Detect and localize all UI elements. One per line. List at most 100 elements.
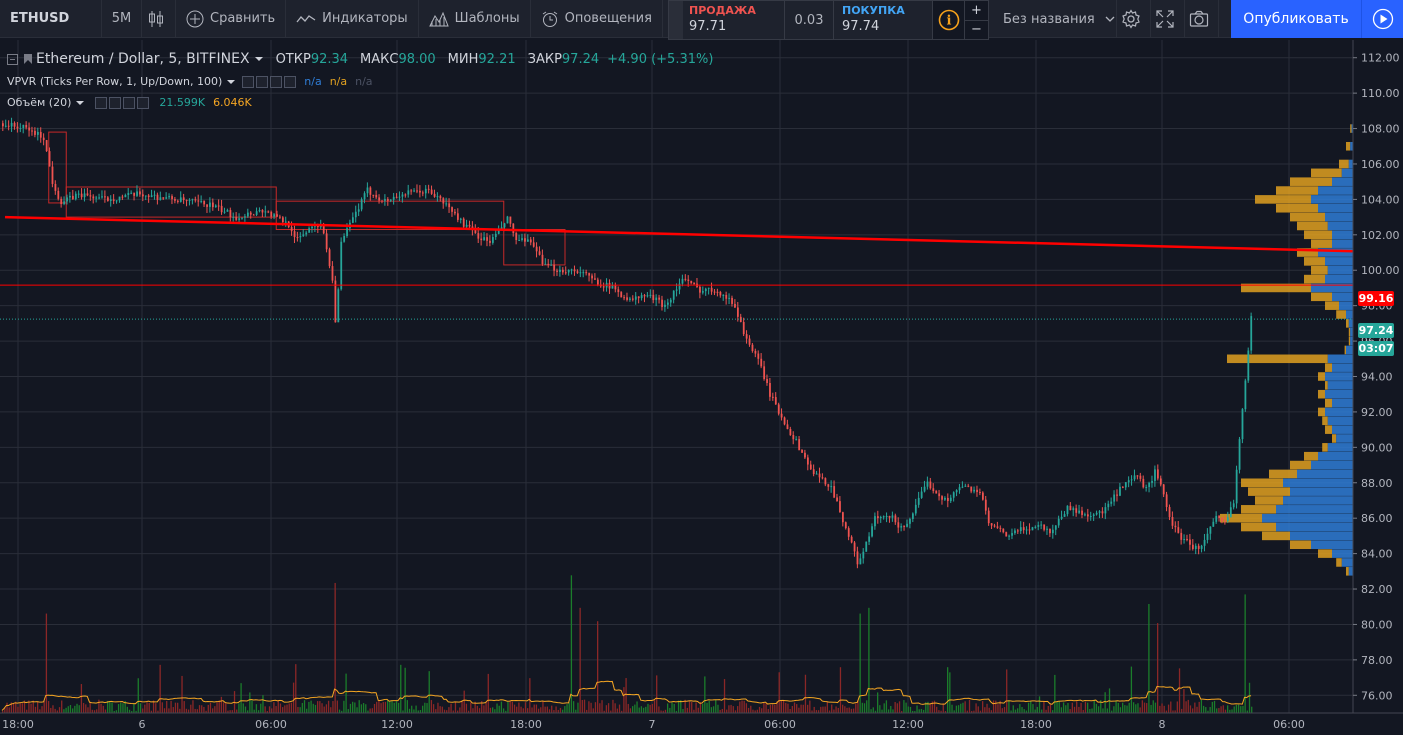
candle-body [614, 285, 617, 290]
volume-bar [352, 701, 354, 713]
candle-body [1040, 524, 1043, 526]
low-label: МИН [447, 51, 479, 67]
fullscreen-button[interactable] [1151, 0, 1185, 38]
candle-body [1089, 516, 1092, 518]
volume-bar [461, 700, 463, 713]
chart-area[interactable]: 76.00 78.00 80.00 82.00 84.00 86.00 88.00 90.00… [0, 40, 1403, 735]
volume-bar [719, 709, 721, 713]
volume-bar [555, 706, 557, 713]
candle-body [847, 528, 850, 537]
candle-body [594, 278, 596, 280]
play-button[interactable] [1361, 0, 1403, 38]
volume-bar [828, 710, 831, 713]
volume-title[interactable]: Объём (20) [7, 96, 72, 109]
vp-row-down [1241, 478, 1283, 488]
volume-bar [268, 706, 271, 713]
candle-body [1192, 544, 1194, 549]
alerts-button[interactable]: Оповещения [531, 0, 663, 38]
candle-body [1165, 494, 1168, 508]
candle-body [693, 283, 696, 285]
plus-icon[interactable] [123, 96, 136, 109]
close-icon[interactable] [137, 96, 150, 109]
increase-button[interactable]: + [971, 2, 982, 18]
candle-body [416, 190, 418, 192]
time-tick-label: 06:00 [1273, 718, 1305, 731]
vp-row-up [1348, 159, 1353, 169]
candle-body [597, 279, 599, 285]
candle-body [115, 200, 118, 202]
candle-body [961, 486, 964, 488]
vp-row-down [1269, 469, 1297, 479]
volume-bar [100, 703, 102, 713]
compare-button[interactable]: Сравнить [176, 0, 287, 38]
volume-bar [360, 704, 363, 713]
caret-down-icon[interactable] [226, 78, 236, 86]
caret-down-icon[interactable] [75, 99, 85, 107]
vp-row-up [1318, 203, 1353, 213]
volume-bar [161, 702, 163, 713]
candle-body [357, 209, 360, 212]
volume-bar [111, 702, 113, 713]
decrease-button[interactable]: − [965, 19, 988, 40]
candle-body [713, 291, 716, 293]
series-title[interactable]: Ethereum / Dollar, 5, BITFINEX [36, 51, 250, 67]
volume-bar [702, 703, 704, 713]
gear-icon[interactable] [256, 75, 269, 88]
volume-bar [120, 702, 122, 713]
info-button[interactable]: i [932, 1, 964, 39]
volume-bar [273, 702, 275, 713]
layout-name-selector[interactable]: Без названия [989, 0, 1117, 38]
gear-icon[interactable] [109, 96, 122, 109]
indicators-button[interactable]: Индикаторы [286, 0, 419, 38]
eye-icon[interactable] [95, 96, 108, 109]
collapse-legend-icon[interactable] [7, 53, 18, 65]
candle-body [25, 124, 28, 128]
volume-bar [925, 702, 927, 713]
eye-icon[interactable] [242, 75, 255, 88]
caret-down-icon[interactable] [254, 55, 264, 63]
volume-bar [833, 709, 835, 713]
volume-bar [1095, 703, 1098, 713]
volume-bar [553, 710, 555, 713]
settings-button[interactable] [1117, 0, 1151, 38]
vp-row-up [1276, 505, 1353, 514]
volume-bar [157, 710, 159, 713]
templates-button[interactable]: Шаблоны [419, 0, 531, 38]
flag-icon[interactable] [24, 54, 32, 64]
sell-button[interactable]: ПРОДАЖА 97.71 [669, 1, 784, 39]
volume-bar [712, 706, 715, 713]
volume-bar [977, 706, 979, 713]
plus-icon[interactable] [270, 75, 283, 88]
snapshot-button[interactable] [1185, 0, 1219, 38]
volume-bar [365, 704, 367, 713]
vp-row-up [1297, 469, 1353, 479]
candle-body [839, 501, 841, 513]
candle-body [401, 194, 404, 197]
candle-body [655, 297, 658, 301]
volume-bar [1152, 700, 1154, 713]
candle-body [194, 199, 197, 201]
buy-button[interactable]: ПОКУПКА 97.74 [834, 1, 932, 39]
close-icon[interactable] [284, 75, 297, 88]
volume-bar [1036, 706, 1038, 713]
candle-body [1107, 503, 1110, 508]
interval-selector[interactable]: 5M [102, 0, 142, 38]
volume-bar [511, 701, 513, 713]
volume-bar [465, 703, 468, 713]
symbol-search[interactable]: ETHUSD [0, 0, 102, 38]
vp-row-up [1325, 407, 1353, 417]
volume-bar [1102, 708, 1104, 713]
vpvr-title[interactable]: VPVR (Ticks Per Row, 1, Up/Down, 100) [7, 75, 223, 88]
candle-body [404, 194, 407, 196]
candle-body [354, 211, 357, 218]
volume-bar [406, 700, 408, 713]
candle-body [1247, 350, 1250, 381]
candle-body [632, 298, 634, 300]
chart-style-button[interactable] [142, 0, 176, 38]
hline-price-label: 99.16 [1358, 291, 1394, 306]
time-axis: 18:00 6 06:00 12:00 18:00 7 06:00 12:00 18:00 8 06… [2, 718, 1305, 731]
publish-button[interactable]: Опубликовать [1231, 0, 1361, 38]
volume-bar [362, 703, 365, 713]
volume-bar [603, 710, 605, 713]
volume-bar [971, 710, 973, 713]
